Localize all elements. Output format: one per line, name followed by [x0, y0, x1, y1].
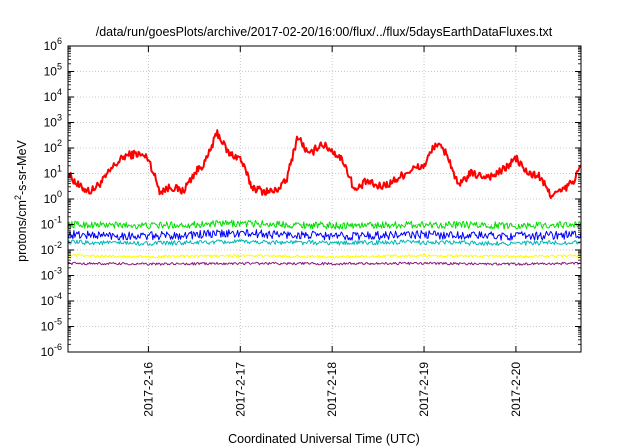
y-tick-label: 10-2	[41, 240, 62, 257]
y-tick-label-exp: 4	[57, 87, 62, 97]
y-tick-label-exp: -2	[54, 240, 62, 250]
series-line	[67, 129, 582, 199]
y-tick-label-exp: 2	[57, 138, 62, 148]
x-tick-label: 2017-2-20	[509, 362, 523, 417]
x-axis-label: Coordinated Universal Time (UTC)	[228, 432, 420, 446]
series-line	[67, 261, 582, 266]
x-tick-label: 2017-2-17	[233, 362, 247, 417]
y-tick-label-base: 10	[44, 141, 58, 155]
x-tick-label: 2017-2-18	[325, 362, 339, 417]
y-tick-label-exp: -5	[54, 317, 62, 327]
y-tick-label-base: 10	[44, 192, 58, 206]
y-tick-label: 10-4	[41, 291, 62, 308]
y-tick-label-base: 10	[44, 167, 58, 181]
y-tick-label-base: 10	[44, 90, 58, 104]
series-line	[67, 253, 582, 259]
y-tick-label-exp: -1	[54, 215, 62, 225]
x-tick-label: 2017-2-19	[417, 362, 431, 417]
y-tick-label: 10-6	[41, 342, 62, 359]
y-tick-label-exp: 1	[57, 164, 62, 174]
y-tick-label-exp: -6	[54, 342, 62, 352]
y-axis-label-base: protons/cm	[15, 200, 29, 262]
grid	[68, 46, 581, 352]
y-tick-label-exp: 5	[57, 62, 62, 72]
y-tick-label: 101	[44, 164, 62, 181]
y-tick-label-exp: -4	[54, 291, 62, 301]
y-tick-label-exp: 6	[57, 36, 62, 46]
y-tick-label-base: 10	[41, 269, 55, 283]
series-line	[67, 229, 582, 241]
y-tick-label-exp: 0	[57, 189, 62, 199]
y-tick-label-base: 10	[41, 218, 55, 232]
y-tick-label: 10-3	[41, 266, 62, 283]
plot-frame	[67, 45, 582, 353]
y-tick-label-exp: -3	[54, 266, 62, 276]
y-tick-label: 102	[44, 138, 62, 155]
y-tick-label: 105	[44, 62, 62, 79]
y-tick-label-base: 10	[41, 320, 55, 334]
y-axis-label-rest: -s-sr-MeV	[15, 139, 29, 195]
y-tick-label-base: 10	[41, 345, 55, 359]
x-tick-label: 2017-2-16	[141, 362, 155, 417]
y-tick-label-base: 10	[41, 243, 55, 257]
y-tick-label: 10-5	[41, 317, 62, 334]
y-tick-label-base: 10	[44, 65, 58, 79]
y-tick-label: 104	[44, 87, 62, 104]
y-tick-label: 106	[44, 36, 62, 53]
y-tick-label: 103	[44, 113, 62, 130]
chart-title: /data/run/goesPlots/archive/2017-02-20/1…	[96, 25, 553, 39]
y-tick-label-base: 10	[41, 294, 55, 308]
axes: 10-610-510-410-310-210-11001011021031041…	[41, 36, 581, 417]
series-layer	[67, 129, 582, 266]
y-axis-label-sup: 2	[13, 195, 23, 200]
series-line	[67, 219, 582, 230]
y-axis-label: protons/cm2-s-sr-MeV	[13, 139, 29, 261]
y-tick-label: 100	[44, 189, 62, 206]
y-tick-label-base: 10	[44, 39, 58, 53]
y-tick-label-base: 10	[44, 116, 58, 130]
y-tick-label: 10-1	[41, 215, 62, 232]
series-line	[67, 239, 582, 247]
y-tick-label-exp: 3	[57, 113, 62, 123]
